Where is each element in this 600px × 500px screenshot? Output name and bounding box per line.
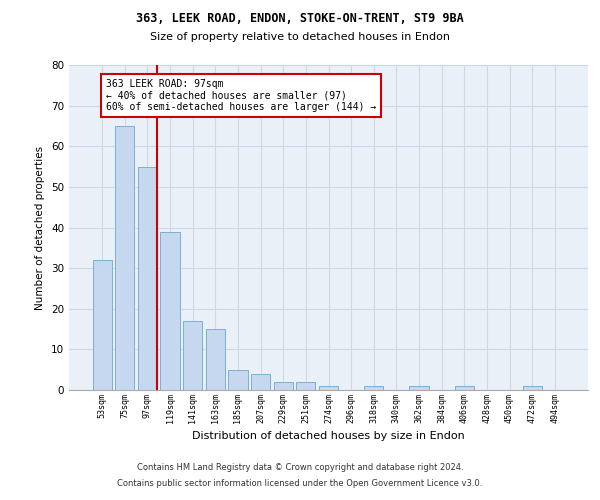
- Bar: [296, 382, 316, 390]
- Text: 363 LEEK ROAD: 97sqm
← 40% of detached houses are smaller (97)
60% of semi-detac: 363 LEEK ROAD: 97sqm ← 40% of detached h…: [106, 79, 377, 112]
- Bar: [229, 370, 248, 390]
- Bar: [115, 126, 134, 390]
- Bar: [523, 386, 542, 390]
- Bar: [455, 386, 474, 390]
- Text: Contains HM Land Registry data © Crown copyright and database right 2024.: Contains HM Land Registry data © Crown c…: [137, 464, 463, 472]
- Text: 363, LEEK ROAD, ENDON, STOKE-ON-TRENT, ST9 9BA: 363, LEEK ROAD, ENDON, STOKE-ON-TRENT, S…: [136, 12, 464, 26]
- Bar: [160, 232, 180, 390]
- Bar: [364, 386, 383, 390]
- X-axis label: Distribution of detached houses by size in Endon: Distribution of detached houses by size …: [192, 431, 465, 441]
- Text: Contains public sector information licensed under the Open Government Licence v3: Contains public sector information licen…: [118, 478, 482, 488]
- Bar: [409, 386, 428, 390]
- Bar: [138, 166, 157, 390]
- Text: Size of property relative to detached houses in Endon: Size of property relative to detached ho…: [150, 32, 450, 42]
- Bar: [183, 321, 202, 390]
- Bar: [274, 382, 293, 390]
- Bar: [206, 329, 225, 390]
- Y-axis label: Number of detached properties: Number of detached properties: [35, 146, 46, 310]
- Bar: [319, 386, 338, 390]
- Bar: [92, 260, 112, 390]
- Bar: [251, 374, 270, 390]
